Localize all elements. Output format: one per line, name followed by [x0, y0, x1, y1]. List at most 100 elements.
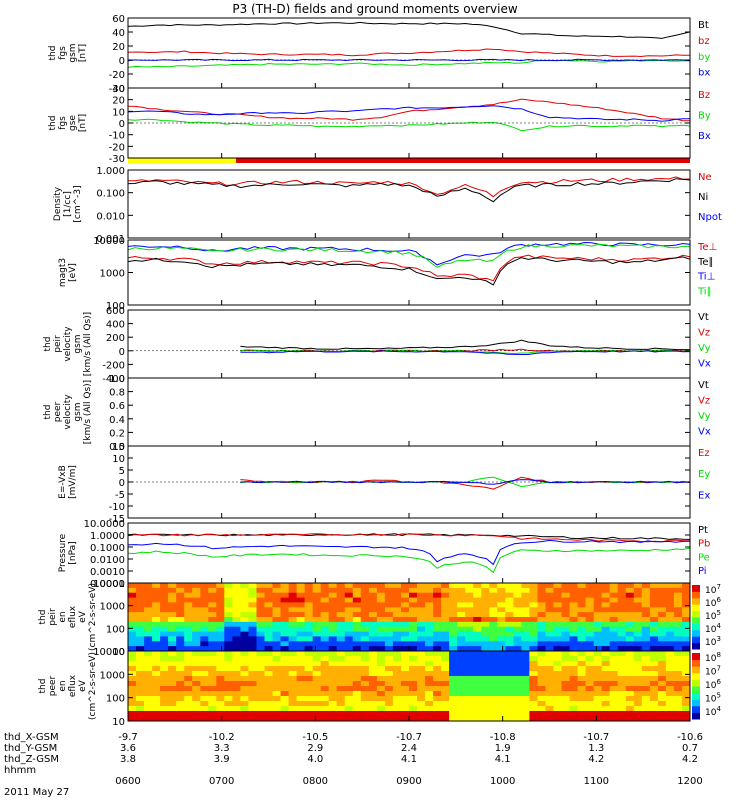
spectrogram-cell [657, 592, 667, 599]
spectrogram-cell [633, 656, 643, 662]
spectrogram-cell [585, 711, 595, 717]
spectrogram-cell [425, 612, 434, 618]
spectrogram-cell [304, 607, 314, 613]
spectrogram-cell [296, 681, 306, 687]
y-tick-label: 20 [112, 42, 125, 53]
coord-row-label: thd_Z-GSM [4, 754, 59, 765]
spectrogram-cell [593, 691, 603, 697]
spectrogram-cell [136, 661, 145, 667]
y-tick-label: 30 [112, 84, 125, 95]
spectrogram-cell [152, 706, 161, 712]
spectrogram-cell [657, 671, 667, 677]
spectrogram-cell [481, 597, 490, 603]
spectrogram-cell [473, 716, 482, 722]
spectrogram-cell [360, 686, 370, 692]
spectrogram-cell [232, 696, 241, 702]
spectrogram-cell [304, 631, 314, 637]
spectrogram-cell [208, 592, 217, 599]
spectrogram-cell [529, 691, 538, 697]
series-line-Pi [127, 539, 691, 566]
spectrogram-cell [625, 661, 635, 667]
spectrogram-cell [449, 626, 458, 633]
spectrogram-cell [392, 671, 402, 677]
spectrogram-cell [521, 716, 530, 722]
spectrogram-cell [216, 661, 225, 667]
spectrogram-cell [376, 706, 386, 712]
spectrogram-cell [649, 612, 659, 618]
spectrogram-cell [360, 676, 370, 682]
spectrogram-cell [320, 646, 330, 652]
spectrogram-cell [256, 597, 265, 603]
spectrogram-cell [288, 691, 298, 697]
spectrogram-cell [513, 691, 522, 697]
spectrogram-cell [136, 691, 145, 697]
spectrogram-cell [216, 612, 225, 618]
spectrogram-cell [320, 651, 330, 657]
spectrogram-cell [256, 612, 265, 618]
spectrogram-cell [497, 661, 506, 667]
spectrogram-cell [585, 676, 595, 682]
spectrogram-cell [208, 661, 217, 667]
spectrogram-cell [224, 617, 233, 623]
spectrogram-cell [617, 666, 627, 672]
spectrogram-cell [176, 716, 185, 722]
spectrogram-cell [256, 666, 265, 672]
spectrogram-cell [489, 602, 498, 608]
spectrogram-cell [505, 583, 514, 589]
spectrogram-cell [617, 676, 627, 682]
spectrogram-cell [320, 641, 330, 647]
spectrogram-cell [232, 676, 241, 682]
spectrogram-cell [168, 716, 177, 722]
spectrogram-cell [569, 696, 579, 702]
spectrogram-cell [232, 656, 241, 662]
spectrogram-cell [601, 701, 611, 707]
spectrogram-cell [649, 666, 659, 672]
spectrogram-cell [449, 686, 458, 692]
spectrogram-cell [601, 617, 611, 623]
legend-label: Pe [698, 552, 710, 563]
spectrogram-cell [441, 666, 450, 672]
spectrogram-cell [409, 607, 418, 613]
mode-bar-slow-survey [128, 158, 236, 163]
spectrogram-cell [457, 612, 466, 618]
spectrogram-cell [553, 646, 562, 652]
spectrogram-cell [537, 696, 546, 702]
spectrogram-cell [601, 583, 611, 589]
spectrogram-cell [665, 666, 675, 672]
spectrogram-cell [449, 716, 458, 722]
spectrogram-cell [352, 592, 362, 599]
spectrogram-cell [168, 676, 177, 682]
spectrogram-cell [256, 671, 265, 677]
spectrogram-cell [160, 583, 169, 589]
spectrogram-cell [368, 597, 378, 603]
spectrogram-cell [673, 711, 683, 717]
spectrogram-cell [577, 641, 587, 647]
spectrogram-cell [168, 602, 177, 608]
spectrogram-cell [280, 696, 289, 702]
spectrogram-cell [441, 716, 450, 722]
spectrogram-cell [160, 597, 169, 603]
spectrogram-cell [272, 701, 281, 707]
spectrogram-cell [497, 666, 506, 672]
spectrogram-cell [328, 583, 338, 589]
spectrogram-cell [272, 666, 281, 672]
spectrogram-cell [682, 587, 691, 594]
spectrogram-cell [128, 676, 137, 682]
spectrogram-cell [176, 686, 185, 692]
spectrogram-cell [176, 696, 185, 702]
spectrogram-cell [657, 696, 667, 702]
spectrogram-cell [682, 666, 691, 672]
spectrogram-cell [168, 686, 177, 692]
spectrogram-cell [585, 631, 595, 637]
spectrogram-cell [553, 681, 562, 687]
spectrogram-cell [577, 696, 587, 702]
spectrogram-cell [352, 631, 362, 637]
spectrogram-cell [216, 701, 225, 707]
spectrogram-cell [465, 706, 474, 712]
spectrogram-cell [577, 686, 587, 692]
spectrogram-cell [513, 617, 522, 623]
spectrogram-cell [312, 671, 322, 677]
y-axis-label: fgs [58, 116, 68, 130]
spectrogram-cell [128, 583, 137, 589]
